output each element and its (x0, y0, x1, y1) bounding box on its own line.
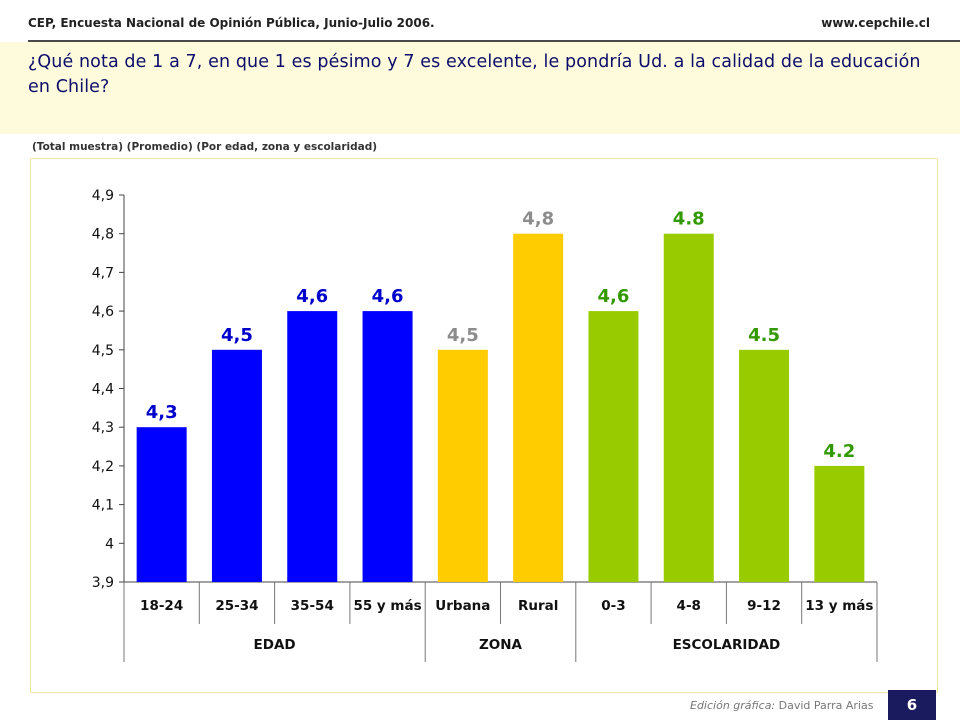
data-label: 4.2 (823, 441, 855, 462)
chart-frame: 3,9 4 4,1 4,2 4,3 4,4 4,5 4,6 4,7 4,8 4,9 4,3 4,5 4,6… (30, 158, 938, 693)
category-label: Urbana (435, 598, 490, 614)
category-label: 55 y más (353, 598, 421, 614)
data-label: 4,5 (221, 325, 253, 346)
question-box: ¿Qué nota de 1 a 7, en que 1 es pésimo y… (0, 42, 960, 134)
bar (814, 465, 865, 582)
data-label: 4,5 (447, 325, 479, 346)
bar (287, 311, 338, 582)
bar (136, 427, 187, 582)
data-label: 4,6 (372, 286, 404, 307)
group-label: EDAD (254, 637, 296, 653)
category-label: Rural (518, 598, 558, 614)
category-label: 25-34 (215, 598, 258, 614)
bar-chart: 3,9 4 4,1 4,2 4,3 4,4 4,5 4,6 4,7 4,8 4,9 4,3 4,5 4,6… (92, 188, 878, 662)
header-divider (28, 40, 960, 42)
y-tick-label: 4,3 (92, 420, 114, 436)
y-tick-label: 4,8 (92, 227, 114, 243)
bar (663, 233, 714, 582)
category-label: 4-8 (677, 598, 701, 614)
header-bar: CEP, Encuesta Nacional de Opinión Públic… (0, 0, 960, 40)
y-tick-label: 3,9 (92, 575, 114, 591)
y-tick-label: 4,4 (92, 382, 114, 398)
page-number: 6 (888, 690, 936, 720)
data-label: 4,3 (146, 402, 178, 423)
question-text: ¿Qué nota de 1 a 7, en que 1 es pésimo y… (28, 52, 921, 97)
category-label: 9-12 (747, 598, 781, 614)
y-tick-label: 4 (105, 536, 114, 552)
y-tick-label: 4,9 (92, 188, 114, 204)
bar (739, 349, 790, 582)
y-tick-label: 4,1 (92, 498, 114, 514)
data-label: 4.8 (673, 209, 705, 230)
bar (437, 349, 488, 582)
data-label: 4,6 (296, 286, 328, 307)
group-label: ZONA (479, 637, 523, 653)
data-label: 4,8 (522, 209, 554, 230)
credit-name: David Parra Arias (775, 699, 874, 712)
category-label: 18-24 (140, 598, 183, 614)
bar (588, 311, 639, 582)
category-label: 0-3 (601, 598, 625, 614)
website-text: www.cepchile.cl (821, 16, 930, 30)
y-tick-label: 4,5 (92, 343, 114, 359)
y-tick-label: 4,7 (92, 265, 114, 281)
credit-text: Edición gráfica: David Parra Arias (690, 699, 873, 712)
bar (211, 349, 262, 582)
y-tick-label: 4,6 (92, 304, 114, 320)
category-label: 35-54 (291, 598, 334, 614)
y-tick-label: 4,2 (92, 459, 114, 475)
data-label: 4.5 (748, 325, 780, 346)
category-label: 13 y más (805, 598, 873, 614)
bar (362, 311, 413, 582)
source-text: CEP, Encuesta Nacional de Opinión Públic… (28, 16, 435, 30)
group-label: ESCOLARIDAD (673, 637, 781, 653)
chart-subtitle: (Total muestra) (Promedio) (Por edad, zo… (32, 141, 378, 153)
bar (513, 233, 564, 582)
data-label: 4,6 (598, 286, 630, 307)
credit-prefix: Edición gráfica: (690, 699, 776, 712)
